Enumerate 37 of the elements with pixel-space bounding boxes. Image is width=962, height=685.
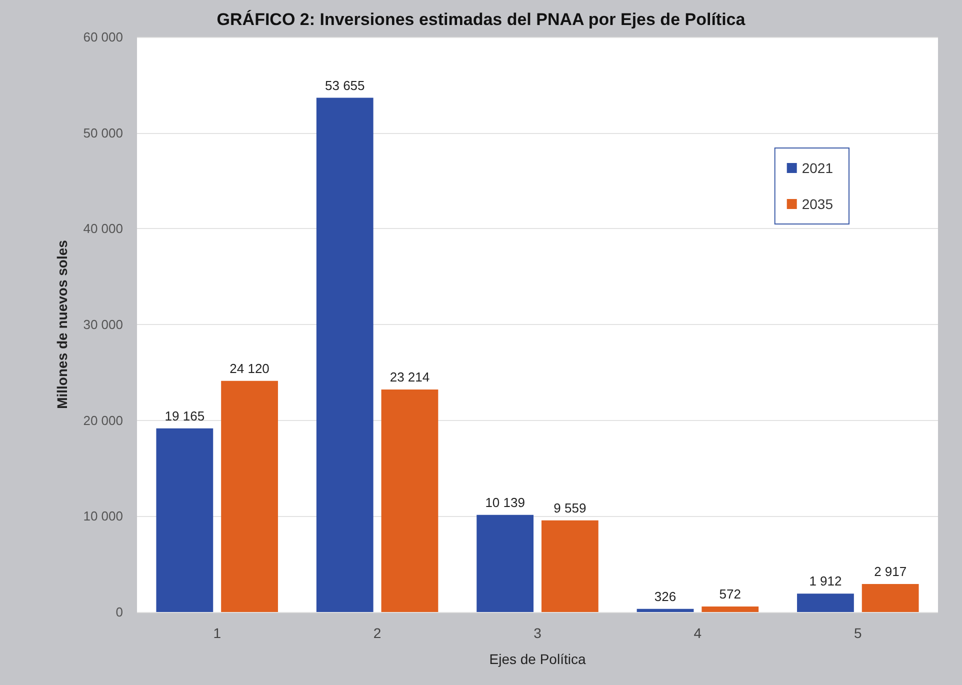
y-tick-label: 0 [116, 604, 123, 620]
bar [797, 594, 854, 612]
data-label: 24 120 [230, 360, 270, 376]
bar [221, 380, 278, 612]
y-tick-label: 30 000 [83, 317, 123, 332]
data-label: 1 912 [809, 574, 842, 589]
x-tick-label: 4 [694, 625, 702, 641]
x-tick-label: 5 [854, 625, 862, 641]
data-label: 326 [654, 588, 676, 604]
bar [156, 428, 214, 612]
data-label: 572 [719, 586, 741, 602]
bar [702, 606, 759, 612]
bar [476, 514, 534, 612]
x-axis-title: Ejes de Política [489, 651, 586, 667]
bar [862, 584, 919, 612]
bar [541, 520, 598, 612]
x-tick-label: 2 [373, 625, 382, 641]
y-tick-label: 60 000 [83, 30, 123, 44]
legend-label: 2035 [802, 196, 834, 212]
y-tick-label: 40 000 [83, 221, 123, 236]
y-tick-label: 20 000 [83, 412, 123, 428]
x-tick-label: 1 [213, 625, 222, 641]
data-label: 19 165 [164, 408, 205, 424]
bar [381, 390, 438, 612]
data-label: 9 559 [554, 500, 586, 516]
data-label: 23 214 [390, 370, 430, 385]
legend-label: 2021 [802, 160, 834, 176]
chart-title: GRÁFICO 2: Inversiones estimadas del PNAA por Ejes de Política [216, 9, 746, 29]
data-label: 53 655 [324, 78, 365, 93]
bar [316, 98, 374, 612]
y-tick-label: 10 000 [83, 508, 123, 524]
data-label: 2 917 [874, 564, 907, 580]
y-axis-title: Millones de nuevos soles [54, 240, 70, 409]
bar [636, 608, 694, 612]
x-tick-label: 3 [534, 625, 542, 641]
y-tick-label: 50 000 [83, 125, 123, 140]
data-label: 10 139 [485, 494, 525, 510]
